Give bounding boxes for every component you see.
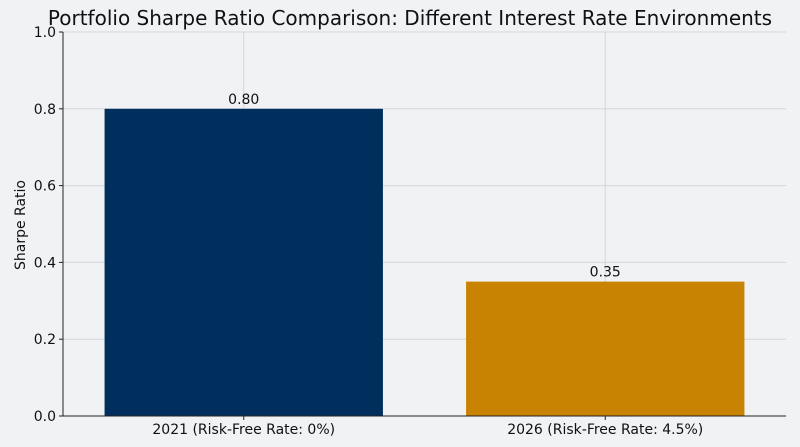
x-tick-label: 2026 (Risk-Free Rate: 4.5%): [507, 422, 703, 438]
axes: [59, 31, 786, 420]
bar: [466, 281, 745, 416]
chart-title: Portfolio Sharpe Ratio Comparison: Diffe…: [48, 6, 772, 30]
bar-value-label: 0.35: [590, 265, 621, 281]
x-tick-label: 2021 (Risk-Free Rate: 0%): [152, 422, 335, 438]
bar-value-label: 0.80: [228, 92, 259, 108]
y-tick-label: 0.0: [34, 409, 56, 425]
y-tick-label: 0.6: [34, 179, 56, 195]
y-tick-label: 0.8: [34, 102, 56, 118]
data-labels: 0.80 0.35: [228, 92, 621, 281]
tick-labels: 0.0 0.2 0.4 0.6 0.8 1.0 2021 (Risk-Free Rate: …: [34, 25, 704, 438]
y-axis-label: Sharpe Ratio: [13, 180, 29, 270]
bars: [104, 108, 745, 417]
y-tick-label: 0.2: [34, 332, 56, 348]
y-tick-label: 0.4: [34, 255, 56, 271]
bar: [104, 108, 383, 417]
y-tick-label: 1.0: [34, 25, 56, 41]
